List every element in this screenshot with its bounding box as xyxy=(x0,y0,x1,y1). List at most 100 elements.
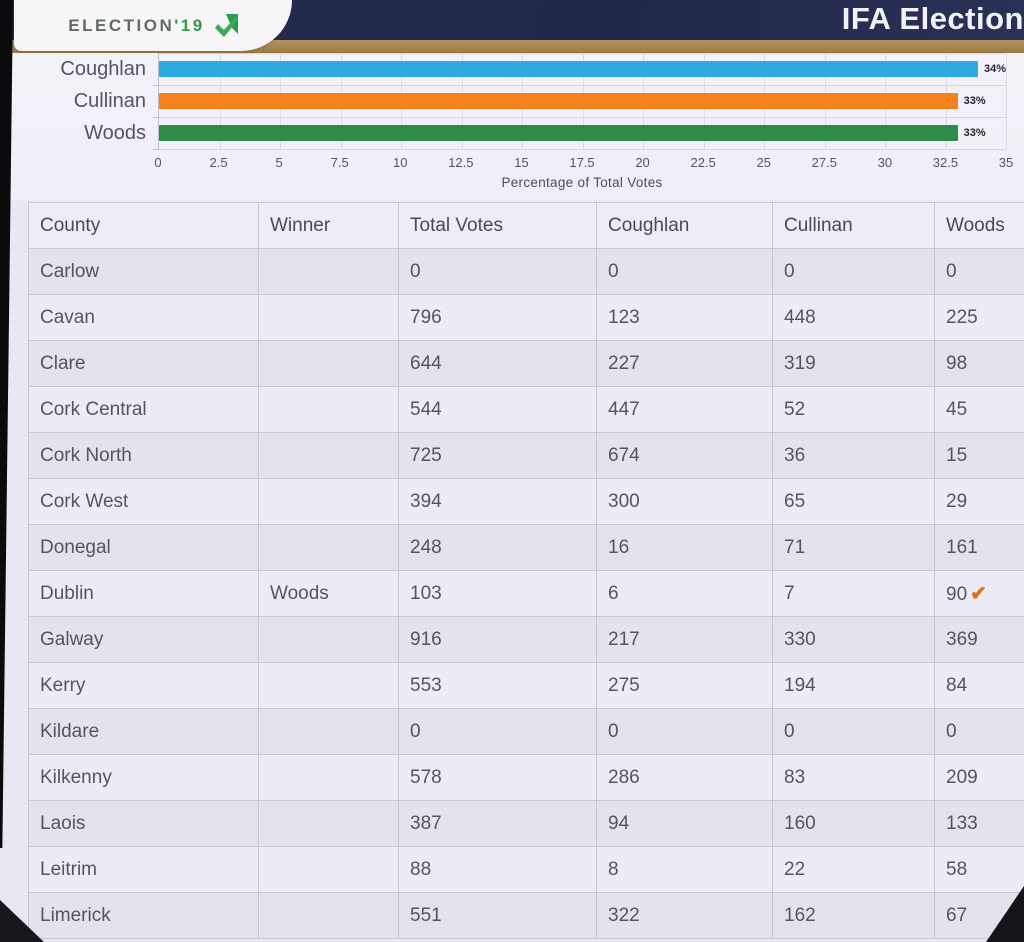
cell-county: Laois xyxy=(28,800,259,847)
chart-x-axis-ticks: 0 2.5 5 7.5 10 12.5 15 17.5 20 22.5 25 27.5 30 32.5 35 xyxy=(154,149,1013,173)
cell-cullinan: 22 xyxy=(772,846,935,893)
cell-county: Cork Central xyxy=(28,386,259,433)
cell-cullinan: 330 xyxy=(772,616,935,663)
cell-coughlan: 16 xyxy=(596,524,773,571)
cell-total-votes: 916 xyxy=(398,616,597,663)
cell-cullinan: 65 xyxy=(772,478,935,525)
cell-winner xyxy=(258,754,399,801)
chart-y-axis-tick xyxy=(153,85,159,86)
table-row-carlow: Carlow 0 0 0 0 xyxy=(28,248,1024,295)
cell-county: Kerry xyxy=(28,662,259,709)
cell-total-votes: 725 xyxy=(398,432,597,479)
cell-total-votes: 0 xyxy=(398,248,597,295)
results-bar-chart: 34% 33% 33% 0 2.5 5 7.5 10 12.5 15 17.5 20 22.5 25 27… xyxy=(0,53,1024,200)
column-header-winner: Winner xyxy=(258,202,399,249)
cell-county: Carlow xyxy=(28,248,259,295)
logo-text-election: ELECTION xyxy=(68,15,175,35)
cell-total-votes: 394 xyxy=(398,478,597,525)
chart-x-tick-label: 15 xyxy=(514,155,529,170)
table-body: Carlow 0 0 0 0 Cavan 796 123 448 225 Clare 644 227 31… xyxy=(28,248,1024,939)
chart-category-label: Woods xyxy=(84,122,146,144)
cell-coughlan: 123 xyxy=(596,294,773,341)
cell-woods: 98 xyxy=(934,340,1024,387)
table-row-cork-west: Cork West 394 300 65 29 xyxy=(28,478,1024,525)
cell-winner xyxy=(258,432,399,479)
cell-county: Cork North xyxy=(28,432,259,479)
cell-coughlan: 275 xyxy=(596,662,773,709)
cell-total-votes: 578 xyxy=(398,754,597,801)
chart-x-axis-title: Percentage of Total Votes xyxy=(501,175,663,190)
column-header-coughlan: Coughlan xyxy=(596,202,773,249)
cell-coughlan: 227 xyxy=(596,340,773,387)
cell-woods: 209 xyxy=(934,754,1024,801)
cell-coughlan: 447 xyxy=(596,386,773,433)
cell-woods: 29 xyxy=(934,478,1024,525)
cell-winner xyxy=(258,294,399,341)
table-row-cork-north: Cork North 725 674 36 15 xyxy=(28,432,1024,479)
column-header-county: County xyxy=(28,202,259,249)
chart-x-tick-label: 30 xyxy=(877,155,893,170)
chart-x-tick-label: 17.5 xyxy=(569,155,595,170)
cell-winner xyxy=(258,386,399,433)
cell-coughlan: 286 xyxy=(596,754,773,801)
cell-coughlan: 6 xyxy=(596,570,773,617)
chart-plot-area: 34% 33% 33% xyxy=(153,53,1007,150)
chart-x-tick-label: 2.5 xyxy=(209,155,228,170)
chart-x-tick-label: 22.5 xyxy=(690,155,716,170)
chart-bar-cullinan xyxy=(159,93,958,109)
cell-coughlan: 217 xyxy=(596,616,773,663)
cell-total-votes: 551 xyxy=(398,892,597,939)
column-header-cullinan: Cullinan xyxy=(772,202,935,249)
cell-woods: 15 xyxy=(934,432,1024,479)
table-row-cork-central: Cork Central 544 447 52 45 xyxy=(28,386,1024,433)
chart-bar-value-label: 33% xyxy=(963,127,986,139)
cell-coughlan: 322 xyxy=(596,892,773,939)
cell-coughlan: 8 xyxy=(596,846,773,893)
cell-woods: 58 xyxy=(934,846,1024,893)
table-row-donegal: Donegal 248 16 71 161 xyxy=(28,524,1024,571)
table-row-cavan: Cavan 796 123 448 225 xyxy=(28,294,1024,341)
logo-text-year: '19 xyxy=(174,15,205,35)
cell-cullinan: 0 xyxy=(772,708,935,755)
cell-total-votes: 544 xyxy=(398,386,597,433)
cell-cullinan: 319 xyxy=(772,340,935,387)
screen-bezel-left xyxy=(0,0,13,848)
chart-y-axis-tick xyxy=(153,149,159,150)
chart-y-axis-tick xyxy=(153,117,159,118)
cell-total-votes: 387 xyxy=(398,800,597,847)
chart-x-tick-label: 12.5 xyxy=(448,155,474,170)
cell-coughlan: 674 xyxy=(596,432,773,479)
cell-county: Leitrim xyxy=(28,846,259,893)
chart-x-tick-label: 35 xyxy=(998,155,1014,170)
chart-category-label: Cullinan xyxy=(73,90,146,112)
chart-bar-woods xyxy=(159,125,958,141)
cell-county: Dublin xyxy=(28,570,259,617)
table-row-galway: Galway 916 217 330 369 xyxy=(28,616,1024,663)
table-row-kildare: Kildare 0 0 0 0 xyxy=(28,708,1024,755)
cell-cullinan: 162 xyxy=(772,892,935,939)
cell-coughlan: 94 xyxy=(596,800,773,847)
logo-checkmark-icon xyxy=(212,13,238,38)
cell-total-votes: 0 xyxy=(398,708,597,755)
cell-woods: 161 xyxy=(934,524,1024,571)
table-row-kilkenny: Kilkenny 578 286 83 209 xyxy=(28,754,1024,801)
cell-county: Clare xyxy=(28,340,259,387)
chart-category-label: Coughlan xyxy=(60,58,146,80)
county-results-table: County Winner Total Votes Coughlan Cullinan W… xyxy=(28,202,1024,939)
table-row-clare: Clare 644 227 319 98 xyxy=(28,340,1024,387)
chart-x-tick-label: 0 xyxy=(154,155,162,170)
page-title: IFA Election xyxy=(841,1,1024,36)
logo-text: ELECTION'19 xyxy=(68,16,204,36)
column-header-total-votes: Total Votes xyxy=(398,202,597,249)
cell-cullinan: 83 xyxy=(772,754,935,801)
cell-winner: Woods xyxy=(258,570,399,617)
chart-bar-coughlan xyxy=(159,61,978,77)
cell-winner xyxy=(258,846,399,893)
cell-cullinan: 7 xyxy=(772,570,935,617)
table-row-dublin: Dublin Woods 103 6 7 90 ✔ xyxy=(28,570,1024,617)
chart-x-tick-label: 10 xyxy=(393,155,408,170)
cell-cullinan: 194 xyxy=(772,662,935,709)
cell-county: Galway xyxy=(28,616,259,663)
chart-gridline-horizontal xyxy=(159,149,1006,150)
cell-cullinan: 52 xyxy=(772,386,935,433)
